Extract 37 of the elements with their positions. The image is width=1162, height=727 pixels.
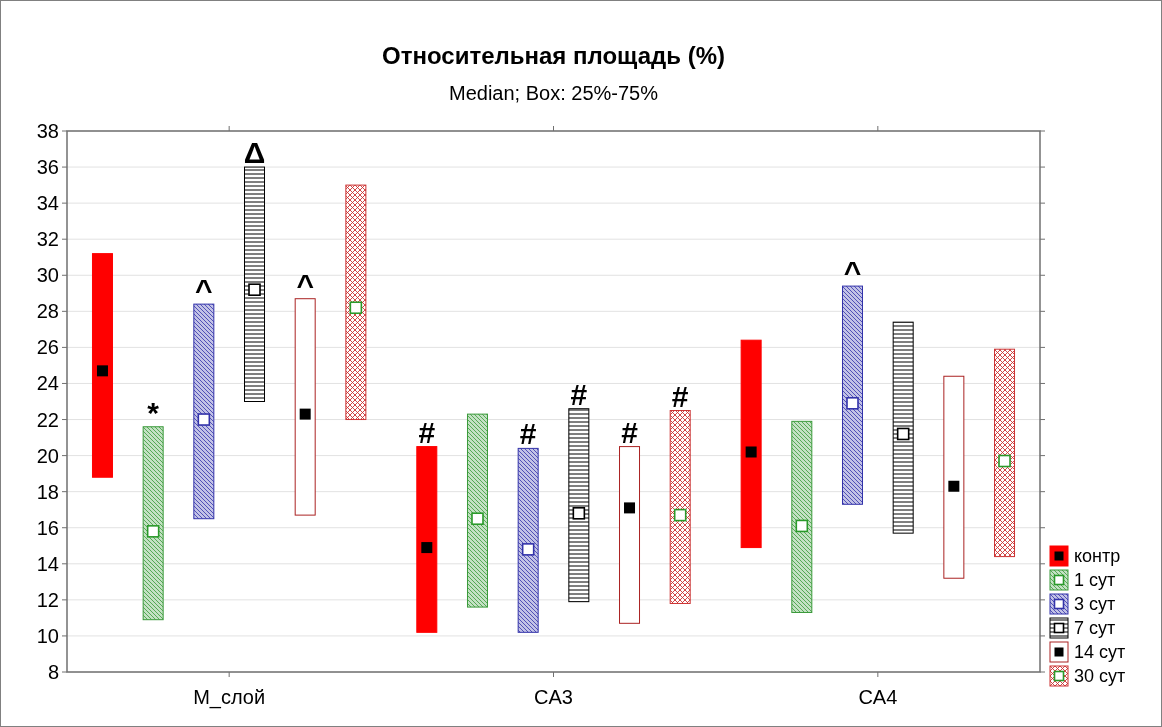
y-tick-label: 20 <box>36 444 59 467</box>
annotation: ^ <box>195 273 213 307</box>
legend-label: 3 сут <box>1074 594 1116 615</box>
legend-label: 7 сут <box>1074 618 1116 639</box>
y-tick-label: 8 <box>47 661 59 683</box>
y-tick-label: 28 <box>36 300 59 323</box>
y-tick-label: 32 <box>36 228 59 251</box>
annotation: Δ <box>243 136 266 170</box>
annotation: * <box>147 395 160 429</box>
y-tick-label: 10 <box>36 624 59 647</box>
x-tick-label: CA3 <box>534 686 573 708</box>
legend-label: 30 сут <box>1074 666 1126 687</box>
legend-label: контр <box>1074 546 1121 567</box>
annotation: # <box>671 379 689 413</box>
y-tick-label: 22 <box>36 408 59 431</box>
legend-label: 14 сут <box>1074 642 1126 663</box>
x-tick-label: CA4 <box>858 686 898 708</box>
y-tick-label: 30 <box>36 264 59 287</box>
y-tick-label: 14 <box>36 552 59 575</box>
y-tick-label: 18 <box>36 480 59 503</box>
x-tick-label: M_слой <box>193 686 266 709</box>
annotation: # <box>418 415 436 449</box>
y-tick-label: 26 <box>36 336 59 359</box>
chart-title: Относительная площадь (%) <box>382 42 725 69</box>
y-tick-label: 34 <box>36 192 59 215</box>
legend-label: 1 сут <box>1074 570 1116 591</box>
y-tick-label: 12 <box>36 588 59 611</box>
annotation: # <box>570 377 588 411</box>
annotation: # <box>621 415 639 449</box>
annotation: ^ <box>843 255 862 289</box>
chart-subtitle: Median; Box: 25%-75% <box>448 82 659 104</box>
y-tick-label: 24 <box>36 372 59 395</box>
y-tick-label: 38 <box>36 120 59 142</box>
y-tick-label: 36 <box>36 156 59 179</box>
annotation: # <box>519 417 537 451</box>
annotation: ^ <box>296 267 314 301</box>
y-tick-label: 16 <box>36 516 59 539</box>
